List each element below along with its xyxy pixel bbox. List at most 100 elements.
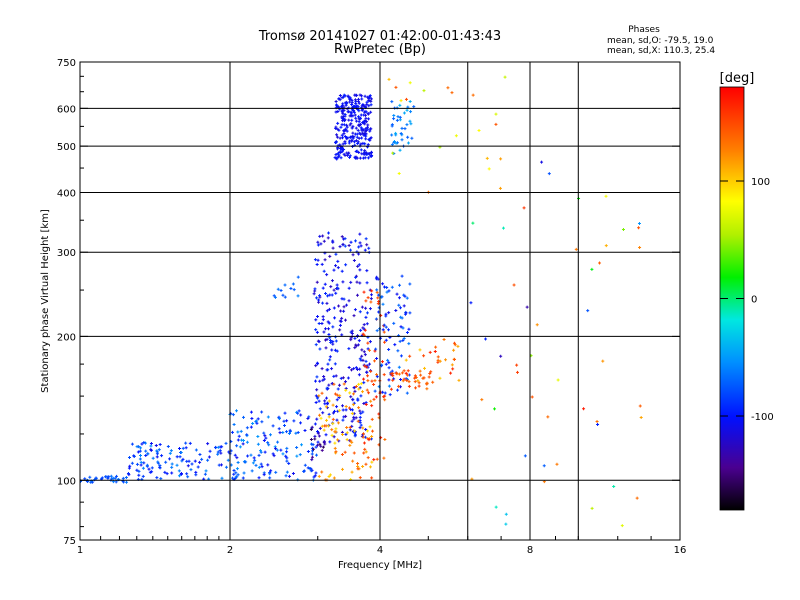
data-point (315, 296, 319, 300)
data-point (316, 258, 320, 262)
data-point (347, 141, 351, 145)
data-point (354, 119, 358, 123)
data-point (127, 466, 131, 470)
data-point (327, 412, 331, 416)
data-point (383, 340, 387, 344)
data-point (356, 343, 360, 347)
data-point (344, 263, 348, 267)
data-point (249, 425, 253, 429)
data-point (315, 388, 319, 392)
data-point (504, 512, 508, 516)
data-point (313, 422, 317, 426)
data-point (444, 358, 448, 362)
data-point (284, 474, 288, 478)
data-point (363, 119, 367, 123)
data-point (323, 338, 327, 342)
data-point (347, 299, 351, 303)
data-point (457, 378, 461, 382)
data-point (397, 303, 401, 307)
data-point (361, 426, 365, 430)
data-point (350, 368, 354, 372)
data-point (419, 373, 423, 377)
data-point (307, 415, 311, 419)
data-point (320, 448, 324, 452)
data-point (321, 301, 325, 305)
data-point (246, 454, 250, 458)
data-point (168, 451, 172, 455)
data-point (353, 239, 357, 243)
data-point (362, 377, 366, 381)
data-point (452, 357, 456, 361)
data-point (260, 410, 264, 414)
data-point (334, 126, 338, 130)
data-point (272, 454, 276, 458)
data-point (295, 454, 299, 458)
data-point (352, 258, 356, 262)
data-point (595, 420, 599, 424)
data-point (361, 102, 365, 106)
data-point (281, 431, 285, 435)
y-tick-label: 200 (57, 332, 76, 343)
data-point (318, 294, 322, 298)
data-point (350, 331, 354, 335)
data-point (235, 456, 239, 460)
data-point (317, 399, 321, 403)
data-point (219, 451, 223, 455)
data-point (363, 156, 367, 160)
data-point (363, 94, 367, 98)
data-point (394, 85, 398, 89)
data-point (485, 156, 489, 160)
data-point (351, 124, 355, 128)
data-point (345, 431, 349, 435)
data-point (406, 369, 410, 373)
x-tick-label: 1 (77, 545, 83, 556)
data-point (320, 367, 324, 371)
data-point (170, 465, 174, 469)
data-point (450, 91, 454, 95)
data-point (264, 436, 268, 440)
data-point (362, 402, 366, 406)
data-point (89, 480, 93, 484)
data-point (360, 136, 364, 140)
data-point (285, 459, 289, 463)
data-point (456, 344, 460, 348)
data-point (535, 323, 539, 327)
data-point (350, 118, 354, 122)
data-point (350, 440, 354, 444)
data-point (388, 393, 392, 397)
data-point (326, 401, 330, 405)
data-point (126, 472, 130, 476)
data-point (309, 469, 313, 473)
data-point (166, 444, 170, 448)
data-point (277, 417, 281, 421)
y-tick-label: 750 (57, 58, 76, 69)
data-point (347, 406, 351, 410)
data-point (141, 466, 145, 470)
data-point (138, 457, 142, 461)
data-point (323, 327, 327, 331)
data-point (484, 337, 488, 341)
data-point (410, 136, 414, 140)
data-point (142, 440, 146, 444)
data-point (347, 244, 351, 248)
y-tick-label: 100 (57, 476, 76, 487)
data-point (403, 294, 407, 298)
data-point (358, 241, 362, 245)
data-point (368, 138, 372, 142)
data-point (279, 288, 283, 292)
data-point (314, 445, 318, 449)
data-point (404, 358, 408, 362)
data-point (255, 421, 259, 425)
data-point (139, 446, 143, 450)
data-point (324, 291, 328, 295)
data-point (334, 153, 338, 157)
data-point (494, 122, 498, 126)
data-point (389, 387, 393, 391)
data-point (413, 376, 417, 380)
data-point (347, 110, 351, 114)
data-point (391, 378, 395, 382)
data-point (345, 123, 349, 127)
data-point (366, 379, 370, 383)
data-point (356, 99, 360, 103)
data-point (366, 112, 370, 116)
